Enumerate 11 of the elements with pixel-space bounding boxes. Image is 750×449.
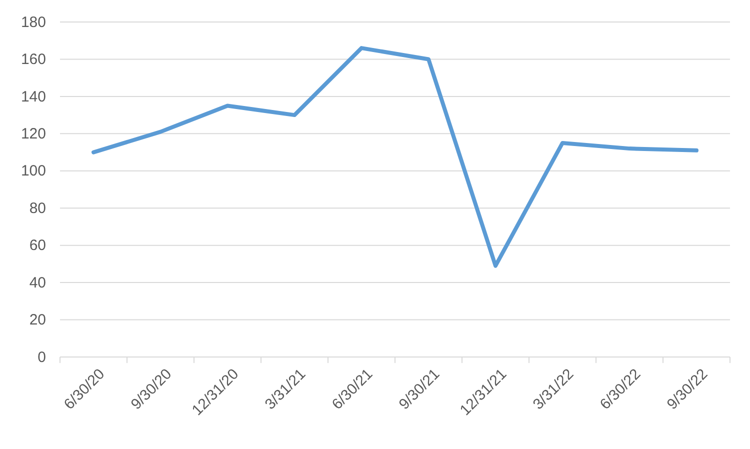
y-tick-label: 120 <box>20 125 46 142</box>
y-tick-label: 40 <box>29 274 46 292</box>
y-tick-label: 140 <box>20 88 46 106</box>
line-series <box>92 46 698 268</box>
y-tick-label: 180 <box>20 14 46 31</box>
y-tick-label: 160 <box>20 51 46 68</box>
y-tick-label: 0 <box>38 348 46 366</box>
y-tick-label: 80 <box>29 200 46 217</box>
y-tick-label: 60 <box>29 237 46 254</box>
y-tick-label: 20 <box>29 312 46 329</box>
y-tick-label: 100 <box>20 162 46 180</box>
